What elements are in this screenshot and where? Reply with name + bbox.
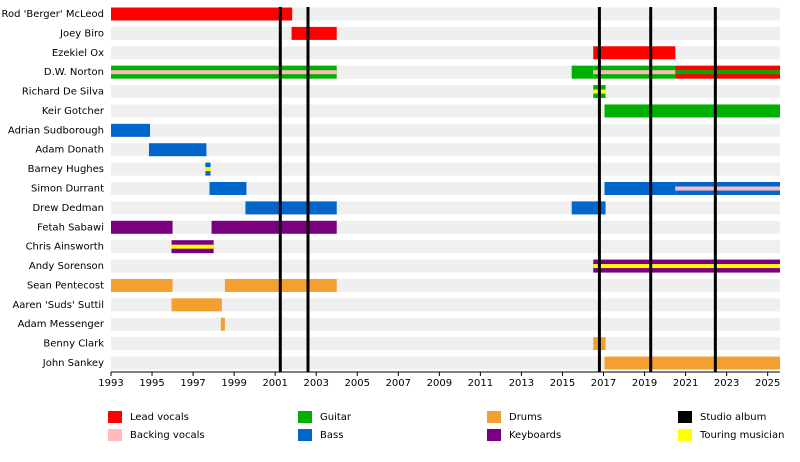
membership-bar [245,201,337,215]
legend-label: Keyboards [509,430,561,441]
x-tick-label: 2001 [262,378,287,389]
x-tick-label: 2003 [303,378,328,389]
x-tick-label: 2017 [591,378,616,389]
member-label: Joey Biro [59,28,104,39]
membership-bar [604,182,676,196]
member-label: Benny Clark [43,339,104,350]
row-background [111,240,780,254]
member-label: Adam Messenger [18,319,105,330]
member-label: Adrian Sudborough [8,125,104,136]
legend-swatch [298,429,312,441]
membership-bar [604,356,780,370]
row-background [111,85,780,99]
member-label: Simon Durrant [31,184,104,195]
membership-bar [604,104,780,118]
x-tick-label: 2021 [673,378,698,389]
membership-bar [111,7,293,21]
row-background [111,298,780,312]
member-label: Drew Dedman [32,203,104,214]
x-tick-label: 2007 [386,378,411,389]
member-label: John Sankey [42,358,104,369]
row-background [111,278,780,292]
membership-stripe [205,167,211,172]
legend-label: Studio album [700,412,766,423]
x-tick-label: 2011 [468,378,493,389]
membership-stripe [675,186,780,191]
member-label: Fetah Sabawi [37,222,104,233]
member-label: Barney Hughes [28,164,104,175]
legend-swatch [678,429,692,441]
membership-bar [111,278,173,292]
x-tick-label: 1999 [221,378,246,389]
membership-bar [111,123,150,137]
member-label: Chris Ainsworth [26,242,104,253]
member-label: Aaren 'Suds' Suttil [12,300,104,311]
row-background [111,46,780,60]
membership-bar [111,220,173,234]
membership-bar [593,46,676,60]
member-label: Keir Gotcher [42,106,105,117]
legend-label: Lead vocals [130,412,189,423]
x-tick-label: 2025 [755,378,780,389]
x-tick-label: 2005 [345,378,370,389]
member-label: Ezekiel Ox [52,48,104,59]
membership-bar [571,201,606,215]
membership-bar [209,182,247,196]
membership-stripe [593,264,780,269]
membership-bar [211,220,337,234]
legend-label: Backing vocals [130,430,205,441]
membership-bar [171,298,222,312]
legend-swatch [108,429,122,441]
legend-label: Guitar [320,412,352,423]
x-tick-label: 1997 [180,378,205,389]
membership-stripe [171,244,214,249]
legend-swatch [487,429,501,441]
membership-stripe [675,70,780,75]
member-label: Rod 'Berger' McLeod [1,9,104,20]
row-background [111,317,780,331]
legend-swatch [108,411,122,423]
x-tick-label: 2023 [714,378,739,389]
x-tick-label: 2019 [632,378,657,389]
legend-swatch [298,411,312,423]
x-tick-label: 2009 [427,378,452,389]
member-label: Richard De Silva [22,87,104,98]
row-background [111,220,780,234]
row-background [111,337,780,351]
row-background [111,123,780,137]
row-background [111,26,780,40]
membership-bar [148,143,207,157]
membership-stripe [111,70,337,75]
row-background [111,162,780,176]
legend-label: Bass [320,430,343,441]
legend-swatch [487,411,501,423]
member-label: D.W. Norton [44,67,104,78]
x-tick-label: 1995 [139,378,164,389]
membership-bar [291,26,337,40]
member-label: Andy Sorenson [29,261,104,272]
row-background [111,201,780,215]
x-tick-label: 2013 [509,378,534,389]
row-background [111,143,780,157]
legend-swatch [678,411,692,423]
member-label: Sean Pentecost [27,280,104,291]
legend-label: Drums [509,412,542,423]
membership-stripe [593,70,676,75]
x-tick-label: 1993 [98,378,123,389]
membership-bar [220,317,225,331]
member-label: Adam Donath [35,145,104,156]
legend-label: Touring musician [699,430,784,441]
membership-bar [571,65,594,79]
x-tick-label: 2015 [550,378,575,389]
